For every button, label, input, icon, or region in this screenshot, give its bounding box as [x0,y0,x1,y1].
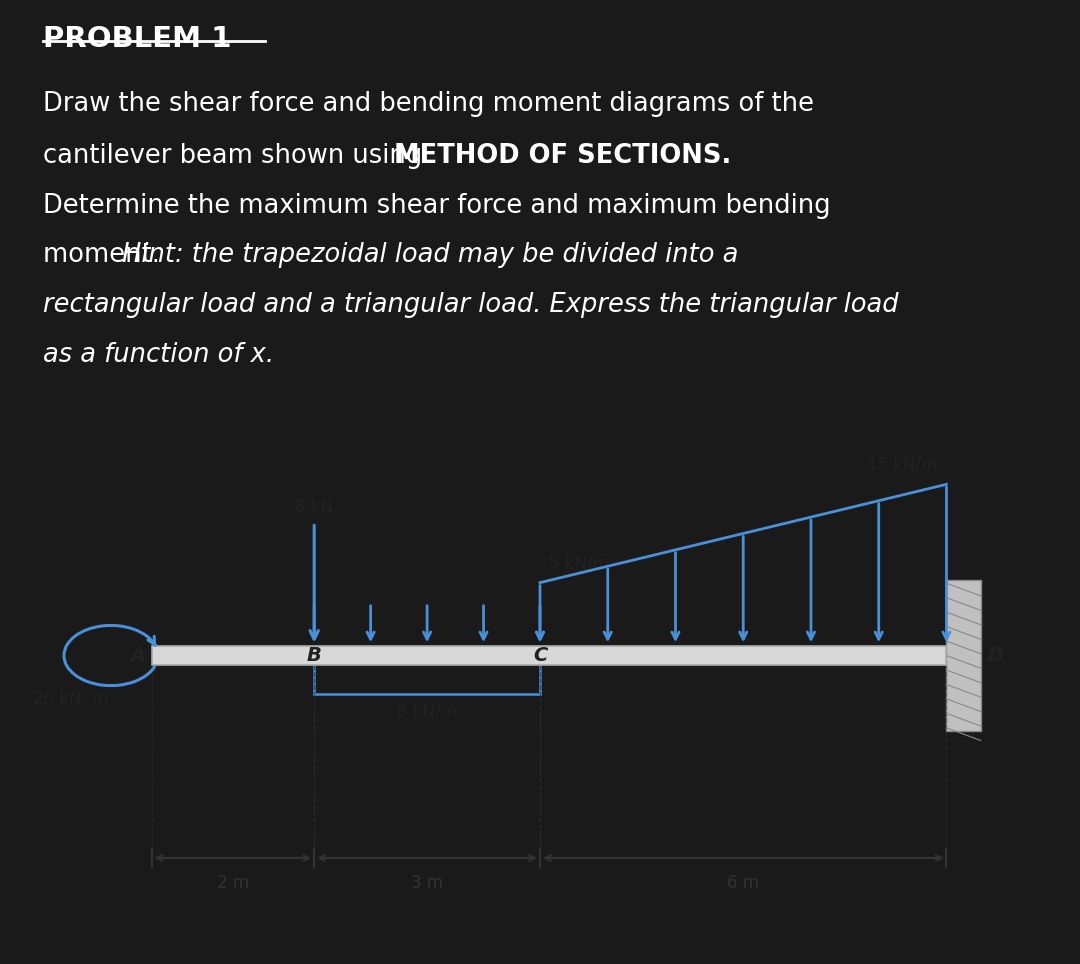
Text: rectangular load and a triangular load. Express the triangular load: rectangular load and a triangular load. … [43,292,899,318]
Bar [151,646,946,665]
Text: 6 m: 6 m [727,874,759,892]
Text: cantilever beam shown using: cantilever beam shown using [43,143,431,169]
Text: Draw the shear force and bending moment diagrams of the: Draw the shear force and bending moment … [43,92,814,118]
Text: A: A [131,646,146,665]
Text: 15 kN/m: 15 kN/m [867,456,937,474]
Text: 2 m: 2 m [217,874,249,892]
Text: as a function of x.: as a function of x. [43,342,274,368]
Text: Determine the maximum shear force and maximum bending: Determine the maximum shear force and ma… [43,193,831,219]
Text: D: D [988,646,1004,665]
Text: 5 kN/m: 5 kN/m [549,554,609,573]
Text: 8 kN/m: 8 kN/m [397,703,457,720]
Text: B: B [307,646,322,665]
Text: Hint: the trapezoidal load may be divided into a: Hint: the trapezoidal load may be divide… [122,243,739,269]
Text: PROBLEM 1: PROBLEM 1 [43,25,232,53]
Text: moment.: moment. [43,243,168,269]
Text: 8 kN: 8 kN [295,497,334,516]
Text: METHOD OF SECTIONS.: METHOD OF SECTIONS. [394,143,731,169]
Bar [946,580,981,731]
Text: 20 kN  m: 20 kN m [32,690,108,709]
Text: 3 m: 3 m [411,874,443,892]
Text: C: C [532,646,548,665]
